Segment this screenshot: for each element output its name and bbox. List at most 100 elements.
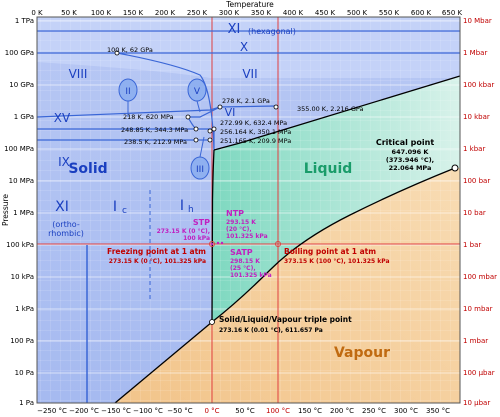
grid (37, 17, 460, 403)
triple-title: Solid/Liquid/Vapour triple point (219, 315, 352, 324)
satp-l3: 101.325 kPa (230, 272, 272, 279)
pa-tick: 10 GPa (9, 81, 34, 89)
stp-l2: 100 kPa (183, 235, 210, 242)
phase-x: X (240, 40, 248, 54)
pressure-title: Pressure (1, 194, 10, 226)
k-tick: 150 K (123, 9, 144, 17)
critical-title: Critical point (376, 138, 434, 147)
pascal-axis: 1 TPa 100 GPa 10 GPa 1 GPa 100 MPa 10 MP… (4, 17, 34, 407)
freeze-val: 273.15 K (0 °C), 101.325 kPa (109, 258, 206, 265)
phase-ic: I (113, 199, 117, 215)
critical-l1: 647.096 K (392, 148, 430, 156)
c-tick: 100 °C (266, 407, 290, 415)
bar-tick: 10 μbar (463, 399, 490, 407)
phase-viii: VIII (69, 67, 88, 81)
ntp-title: NTP (226, 209, 244, 218)
pa-tick: 10 Pa (15, 369, 34, 377)
c-tick: −50 °C (167, 407, 192, 415)
phase-ic-sub: c (122, 206, 127, 216)
k-tick: 100 K (91, 9, 112, 17)
k-tick: 200 K (155, 9, 176, 17)
phase-vi: VI (225, 106, 236, 119)
pa-tick: 10 MPa (9, 177, 34, 185)
annot-278: 278 K, 2.1 GPa (222, 97, 270, 105)
c-tick: 200 °C (330, 407, 354, 415)
k-tick: 50 K (61, 9, 77, 17)
c-tick: 300 °C (394, 407, 418, 415)
phase-ih-sub: h (188, 205, 194, 215)
bar-tick: 1 Mbar (463, 49, 487, 57)
iii-leader (199, 136, 205, 158)
k-tick: 600 K (411, 9, 432, 17)
pa-tick: 1 TPa (15, 17, 34, 25)
vapour-label: Vapour (334, 345, 390, 361)
annot-248: 248.85 K, 344.3 MPa (121, 126, 188, 134)
phase-xi-hex-sub: (hexagonal) (248, 27, 296, 36)
triple-point-label: Solid/Liquid/Vapour triple point 273.16 … (219, 315, 352, 334)
k-tick: 350 K (251, 9, 272, 17)
phase-iii: III (196, 165, 204, 175)
ntp-l1: 293.15 K (226, 219, 256, 226)
k-tick: 500 K (347, 9, 368, 17)
bar-tick: 100 bar (463, 177, 490, 185)
kelvin-axis: Temperature 0 K 50 K 100 K 150 K 200 K 2… (31, 0, 462, 17)
bar-tick: 10 bar (463, 209, 486, 217)
satp-title: SATP (230, 248, 253, 257)
standard-conditions: STP 273.15 K (0 °C), 100 kPa NTP 293.15 … (157, 209, 272, 279)
satp-l1: 298.15 K (230, 258, 260, 265)
point-annotations: 100 K, 62 GPa 278 K, 2.1 GPa 355.00 K, 2… (107, 46, 364, 146)
bar-axis: 10 Mbar 1 Mbar 100 kbar 10 kbar 1 kbar 1… (463, 17, 497, 407)
phase-xi-hex: XI (228, 22, 241, 37)
plot-frame (36, 16, 461, 404)
c-tick: −250 °C (37, 407, 67, 415)
phase-labels: XI (hexagonal) X VIII VII II V VI XV IX … (48, 22, 296, 238)
satp-l2: (25 °C), (230, 265, 256, 272)
annot-238: 238.5 K, 212.9 MPa (124, 138, 187, 146)
bar-tick: 10 kbar (463, 113, 490, 121)
annot-256: 256.164 K, 350.1 MPa (220, 128, 291, 136)
phase-ih: I (180, 198, 184, 214)
ntp-l2: (20 °C), (226, 226, 252, 233)
solid-phase-boundaries (36, 30, 460, 151)
annot-272: 272.99 K, 632.4 MPa (220, 119, 287, 127)
c-tick: −200 °C (69, 407, 99, 415)
bar-tick: 1 mbar (463, 337, 488, 345)
freeze-title: Freezing point at 1 atm (107, 247, 206, 256)
solid-label: Solid (68, 161, 107, 177)
stp-title: STP (193, 218, 210, 227)
celsius-axis: −250 °C −200 °C −150 °C −100 °C −50 °C 0… (37, 407, 450, 415)
bar-tick: 100 μbar (463, 369, 495, 377)
triple-val: 273.16 K (0.01 °C), 611.657 Pa (219, 327, 323, 334)
k-tick: 250 K (187, 9, 208, 17)
pa-tick: 1 GPa (14, 113, 34, 121)
freeze-boil-labels: Freezing point at 1 atm 273.15 K (0 °C),… (107, 247, 390, 265)
main-boundaries (114, 75, 461, 404)
bar-tick: 100 kbar (463, 81, 494, 89)
boil-val: 373.15 K (100 °C), 101.325 kPa (284, 258, 390, 265)
critical-point-label: Critical point 647.096 K (373.946 °C), 2… (376, 138, 434, 172)
critical-l3: 22.064 MPa (389, 164, 432, 172)
annot-251: 251.165 K, 209.9 MPa (220, 137, 291, 145)
annot-355: 355.00 K, 2.216 GPa (297, 105, 364, 113)
temperature-title: Temperature (225, 0, 274, 9)
annot-218: 218 K, 620 MPa (123, 113, 174, 121)
c-tick: −100 °C (133, 407, 163, 415)
c-tick: 350 °C (426, 407, 450, 415)
phase-xi-ortho-sub: (ortho-rhombic) (48, 220, 84, 238)
k-tick: 450 K (315, 9, 336, 17)
k-tick: 400 K (283, 9, 304, 17)
pa-tick: 100 MPa (4, 145, 34, 153)
c-tick: 0 °C (204, 407, 219, 415)
k-tick: 550 K (379, 9, 400, 17)
ntp-l3: 101.325 kPa (226, 233, 268, 240)
pa-tick: 1 Pa (19, 399, 34, 407)
pa-tick: 100 GPa (5, 49, 34, 57)
critical-l2: (373.946 °C), (386, 156, 434, 164)
phase-ix: IX (58, 155, 70, 169)
pa-tick: 1 MPa (13, 209, 34, 217)
pa-tick: 100 kPa (6, 241, 34, 249)
c-tick: −150 °C (101, 407, 131, 415)
phase-v: V (194, 87, 201, 97)
k-tick: 0 K (31, 9, 43, 17)
